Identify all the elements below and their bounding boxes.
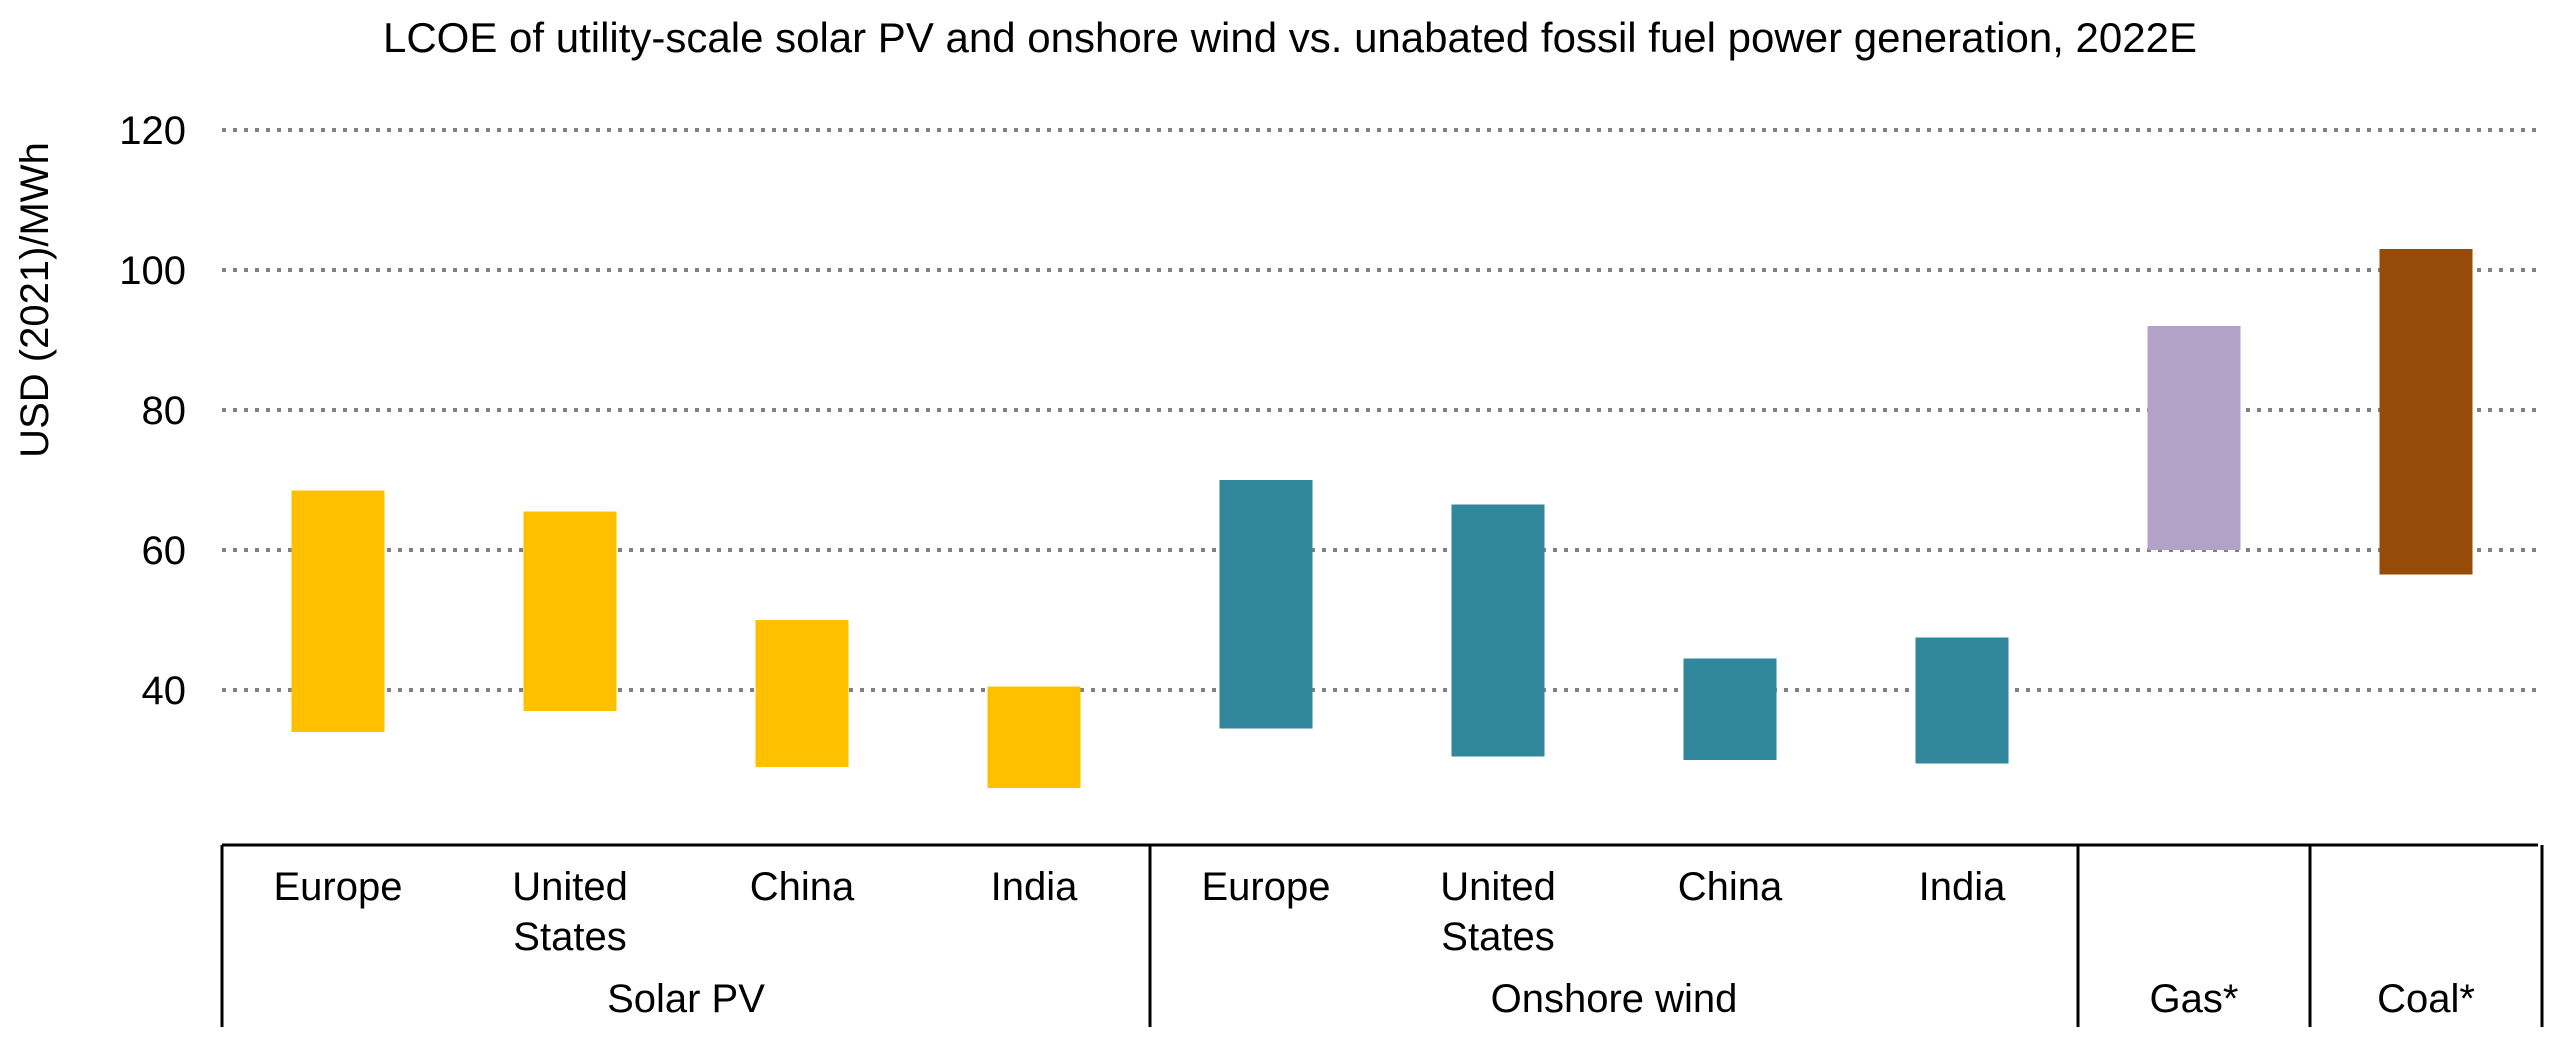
range-bar-solar-pv-2	[755, 620, 849, 767]
category-label: China	[1678, 865, 1783, 909]
y-tick-labels: 40 60 80 100 120	[119, 109, 186, 713]
range-bar-onshore-wind-3	[1915, 637, 2009, 764]
range-bar-onshore-wind-0	[1219, 480, 1313, 729]
range-bar-gas--0	[2147, 326, 2241, 550]
range-bar-coal--0	[2379, 249, 2473, 575]
category-label: States	[1441, 915, 1554, 959]
category-label: India	[1919, 865, 2006, 909]
range-bar-solar-pv-1	[523, 511, 617, 711]
group-label: Gas*	[2150, 977, 2239, 1021]
category-label: United	[512, 865, 628, 909]
y-tick-label: 80	[142, 389, 187, 433]
y-tick-label: 40	[142, 669, 187, 713]
range-bars	[291, 249, 2473, 788]
y-tick-label: 100	[119, 249, 186, 293]
group-label: Onshore wind	[1491, 977, 1738, 1021]
category-label: Europe	[1202, 865, 1331, 909]
y-tick-label: 120	[119, 109, 186, 153]
group-label: Coal*	[2377, 977, 2475, 1021]
category-table	[220, 843, 2544, 1027]
chart-title: LCOE of utility-scale solar PV and onsho…	[383, 14, 2197, 61]
range-bar-solar-pv-0	[291, 490, 385, 732]
category-label: Europe	[274, 865, 403, 909]
range-bar-solar-pv-3	[987, 686, 1081, 788]
category-label: United	[1440, 865, 1556, 909]
range-bar-onshore-wind-1	[1451, 504, 1545, 757]
category-label: India	[991, 865, 1078, 909]
category-label: States	[513, 915, 626, 959]
group-label: Solar PV	[607, 977, 765, 1021]
range-bar-onshore-wind-2	[1683, 658, 1777, 760]
category-labels: Europe United States China India Solar PV Euro…	[274, 865, 2475, 1021]
y-axis-label: USD (2021)/MWh	[13, 142, 57, 458]
y-tick-label: 60	[142, 529, 187, 573]
category-label: China	[750, 865, 855, 909]
